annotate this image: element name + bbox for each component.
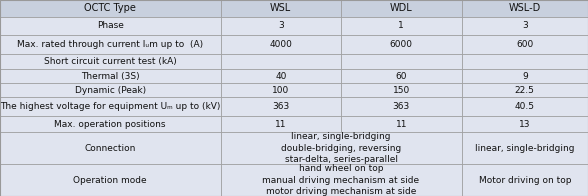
Text: Thermal (3S): Thermal (3S) (81, 72, 139, 81)
Text: 4000: 4000 (269, 40, 292, 49)
Text: The highest voltage for equipment Uₘ up to (kV): The highest voltage for equipment Uₘ up … (0, 102, 220, 111)
Text: WDL: WDL (390, 3, 413, 13)
Text: OCTC Type: OCTC Type (84, 3, 136, 13)
Text: hand wheel on top
manual driving mechanism at side
motor driving mechanism at si: hand wheel on top manual driving mechani… (262, 164, 420, 196)
Bar (0, 116, 220, 132)
Bar (462, 54, 588, 69)
Text: 13: 13 (519, 120, 530, 129)
Bar (462, 69, 588, 83)
Bar (341, 35, 462, 54)
Text: linear, single-bridging
double-bridging, reversing
star-delta, series-parallel: linear, single-bridging double-bridging,… (281, 132, 401, 164)
Bar (220, 132, 462, 164)
Bar (0, 97, 220, 116)
Bar (220, 116, 341, 132)
Text: 150: 150 (393, 86, 410, 95)
Text: WSL-D: WSL-D (509, 3, 541, 13)
Bar (341, 0, 462, 16)
Text: Max. operation positions: Max. operation positions (55, 120, 166, 129)
Bar (341, 83, 462, 97)
Text: 40: 40 (275, 72, 286, 81)
Text: 100: 100 (272, 86, 289, 95)
Bar (0, 83, 220, 97)
Bar (341, 69, 462, 83)
Text: Phase: Phase (97, 21, 123, 30)
Bar (220, 0, 341, 16)
Bar (220, 83, 341, 97)
Text: Max. rated through current Iᵤm up to  (A): Max. rated through current Iᵤm up to (A) (17, 40, 203, 49)
Text: 40.5: 40.5 (514, 102, 535, 111)
Text: 363: 363 (393, 102, 410, 111)
Bar (462, 0, 588, 16)
Bar (462, 97, 588, 116)
Text: WSL: WSL (270, 3, 292, 13)
Text: Dynamic (Peak): Dynamic (Peak) (75, 86, 146, 95)
Bar (0, 35, 220, 54)
Text: Short circuit current test (kA): Short circuit current test (kA) (44, 57, 176, 66)
Bar (220, 97, 341, 116)
Text: linear, single-bridging: linear, single-bridging (475, 144, 574, 152)
Bar (462, 164, 588, 196)
Bar (462, 132, 588, 164)
Bar (0, 0, 220, 16)
Bar (0, 164, 220, 196)
Text: 9: 9 (522, 72, 527, 81)
Bar (341, 54, 462, 69)
Text: 22.5: 22.5 (515, 86, 534, 95)
Text: 11: 11 (396, 120, 407, 129)
Text: 600: 600 (516, 40, 533, 49)
Bar (220, 69, 341, 83)
Bar (220, 54, 341, 69)
Bar (0, 132, 220, 164)
Text: 6000: 6000 (390, 40, 413, 49)
Text: 363: 363 (272, 102, 289, 111)
Bar (462, 83, 588, 97)
Bar (462, 116, 588, 132)
Bar (0, 54, 220, 69)
Bar (341, 16, 462, 35)
Text: Motor driving on top: Motor driving on top (479, 176, 571, 184)
Bar (462, 16, 588, 35)
Text: Operation mode: Operation mode (74, 176, 147, 184)
Text: 1: 1 (399, 21, 404, 30)
Bar (341, 116, 462, 132)
Bar (0, 69, 220, 83)
Text: 3: 3 (278, 21, 283, 30)
Bar (462, 35, 588, 54)
Text: 60: 60 (396, 72, 407, 81)
Bar (0, 16, 220, 35)
Text: Connection: Connection (85, 144, 136, 152)
Bar (220, 164, 462, 196)
Text: 3: 3 (522, 21, 527, 30)
Bar (220, 35, 341, 54)
Bar (220, 16, 341, 35)
Text: 11: 11 (275, 120, 286, 129)
Bar (341, 97, 462, 116)
